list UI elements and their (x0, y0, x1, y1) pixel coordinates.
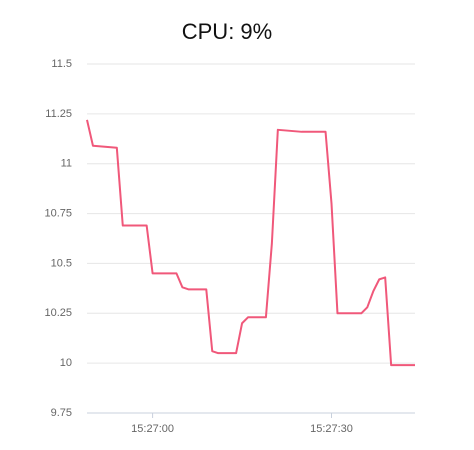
y-tick-label: 10.75 (44, 207, 72, 219)
x-tick-label: 15:27:30 (310, 423, 353, 435)
y-tick-label: 11 (61, 158, 72, 170)
y-tick-label: 11.25 (45, 108, 72, 120)
y-tick-label: 11.5 (51, 58, 72, 70)
x-tick-label: 15:27:00 (131, 423, 174, 435)
y-tick-label: 10.25 (44, 307, 72, 319)
y-tick-label: 9.75 (51, 407, 72, 419)
data-line (86, 119, 415, 367)
y-tick-label: 10 (60, 357, 72, 369)
y-tick-label: 10.5 (51, 257, 72, 269)
chart-title: CPU: 9% (182, 19, 272, 44)
